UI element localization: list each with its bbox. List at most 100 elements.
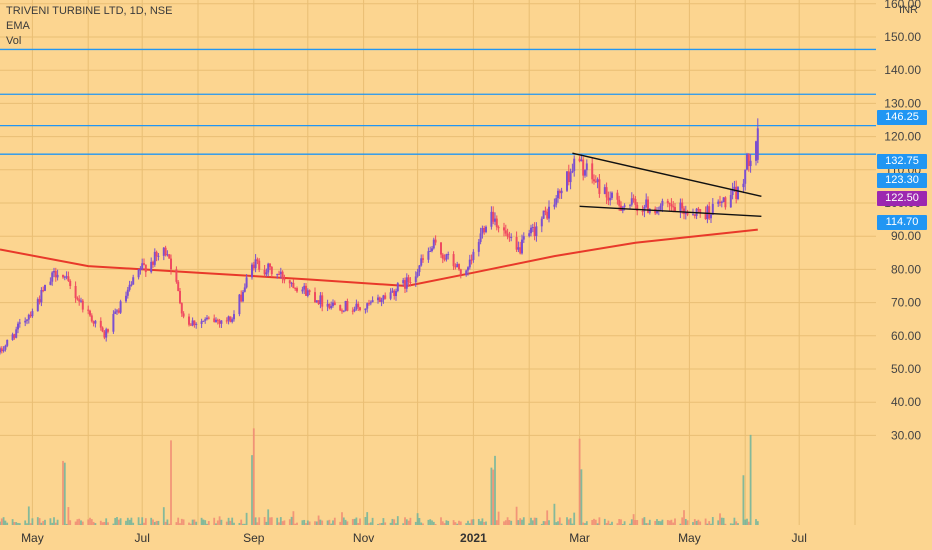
volume-bar xyxy=(542,521,545,525)
candle-body xyxy=(377,297,379,301)
volume-bar xyxy=(175,522,178,525)
volume-bar xyxy=(107,522,109,525)
volume-bar xyxy=(206,523,208,525)
y-tick-label: 140.00 xyxy=(884,63,921,77)
candle-body xyxy=(53,270,55,273)
candle-body xyxy=(117,310,120,313)
volume-bar xyxy=(213,517,216,525)
volume-bar xyxy=(422,523,424,525)
candle-body xyxy=(380,299,383,302)
volume-bar xyxy=(141,517,144,525)
candle-body xyxy=(434,239,437,243)
volume-bar xyxy=(53,517,55,525)
symbol-title[interactable]: TRIVENI TURBINE LTD, 1D, NSE xyxy=(6,5,173,17)
volume-bar xyxy=(508,520,511,525)
candle-body xyxy=(81,300,84,310)
candle-body xyxy=(278,274,280,276)
candle-body xyxy=(267,263,270,273)
volume-bar xyxy=(27,506,30,525)
volume-bar xyxy=(659,521,662,525)
volume-bar xyxy=(708,521,711,525)
volume-bar xyxy=(99,520,102,525)
volume-bar xyxy=(710,523,712,525)
volume-bar xyxy=(704,518,707,525)
volume-bar xyxy=(729,523,732,525)
volume-bar xyxy=(731,523,734,525)
volume-bar xyxy=(364,517,367,525)
volume-bar xyxy=(65,523,68,525)
candle-body xyxy=(150,261,153,273)
volume-bar xyxy=(756,521,759,525)
candle-body xyxy=(63,276,66,278)
candle-body xyxy=(566,171,568,191)
volume-bar xyxy=(24,520,27,525)
indicator-ema-label[interactable]: EMA xyxy=(6,20,30,32)
candle-body xyxy=(533,226,536,237)
candle-body xyxy=(315,300,318,303)
candle-body xyxy=(40,290,43,303)
volume-bar xyxy=(139,523,142,525)
volume-bar xyxy=(188,522,190,525)
candle-body xyxy=(333,302,336,306)
volume-bar xyxy=(531,520,534,525)
candle-body xyxy=(125,295,127,302)
volume-bar xyxy=(546,510,549,525)
candle-body xyxy=(647,199,649,213)
candle-body xyxy=(479,233,482,242)
volume-bar xyxy=(666,520,669,525)
candle-body xyxy=(535,226,538,237)
volume-bar xyxy=(368,523,370,525)
candle-body xyxy=(708,206,711,219)
volume-bar xyxy=(643,517,646,525)
candle-body xyxy=(681,202,684,209)
volume-bar xyxy=(144,518,147,525)
volume-bar xyxy=(611,521,613,525)
candle-body xyxy=(447,254,450,256)
last-price-badge: 122.50 xyxy=(877,191,927,206)
volume-bar xyxy=(319,519,322,525)
candle-body xyxy=(416,272,419,277)
candle-body xyxy=(256,259,259,261)
volume-bar xyxy=(152,519,154,525)
volume-bar xyxy=(620,519,622,525)
candle-body xyxy=(737,187,739,199)
candle-body xyxy=(263,269,266,275)
volume-bar xyxy=(54,522,57,525)
candle-body xyxy=(18,322,21,324)
candle-body xyxy=(359,307,361,311)
volume-bar xyxy=(630,519,633,525)
volume-bar xyxy=(711,517,714,525)
x-tick-label: Jul xyxy=(792,531,807,545)
volume-bar xyxy=(153,521,156,525)
candle-body xyxy=(128,284,131,290)
volume-bar xyxy=(706,523,709,525)
candle-body xyxy=(668,203,671,205)
candle-body xyxy=(724,197,727,208)
candle-body xyxy=(596,179,599,182)
volume-bar xyxy=(351,519,354,525)
candle-body xyxy=(679,202,682,212)
volume-bar xyxy=(180,518,183,525)
volume-bar xyxy=(409,517,412,525)
volume-bar xyxy=(603,518,606,525)
candle-body xyxy=(746,154,748,170)
volume-bar xyxy=(686,520,689,525)
volume-bar xyxy=(137,517,140,525)
ema-line xyxy=(0,228,758,288)
volume-bar xyxy=(746,518,748,525)
candle-body xyxy=(697,208,700,210)
candle-body xyxy=(704,212,707,220)
candle-body xyxy=(477,241,480,252)
volume-bar xyxy=(558,517,561,525)
volume-bar xyxy=(56,519,59,525)
candle-body xyxy=(494,218,496,222)
volume-bar xyxy=(225,521,228,525)
volume-bar xyxy=(204,520,207,525)
y-tick-label: 70.00 xyxy=(891,296,921,310)
candle-body xyxy=(544,210,547,213)
volume-bar xyxy=(720,517,723,525)
indicator-vol-label[interactable]: Vol xyxy=(6,35,22,47)
volume-bar xyxy=(17,522,19,525)
